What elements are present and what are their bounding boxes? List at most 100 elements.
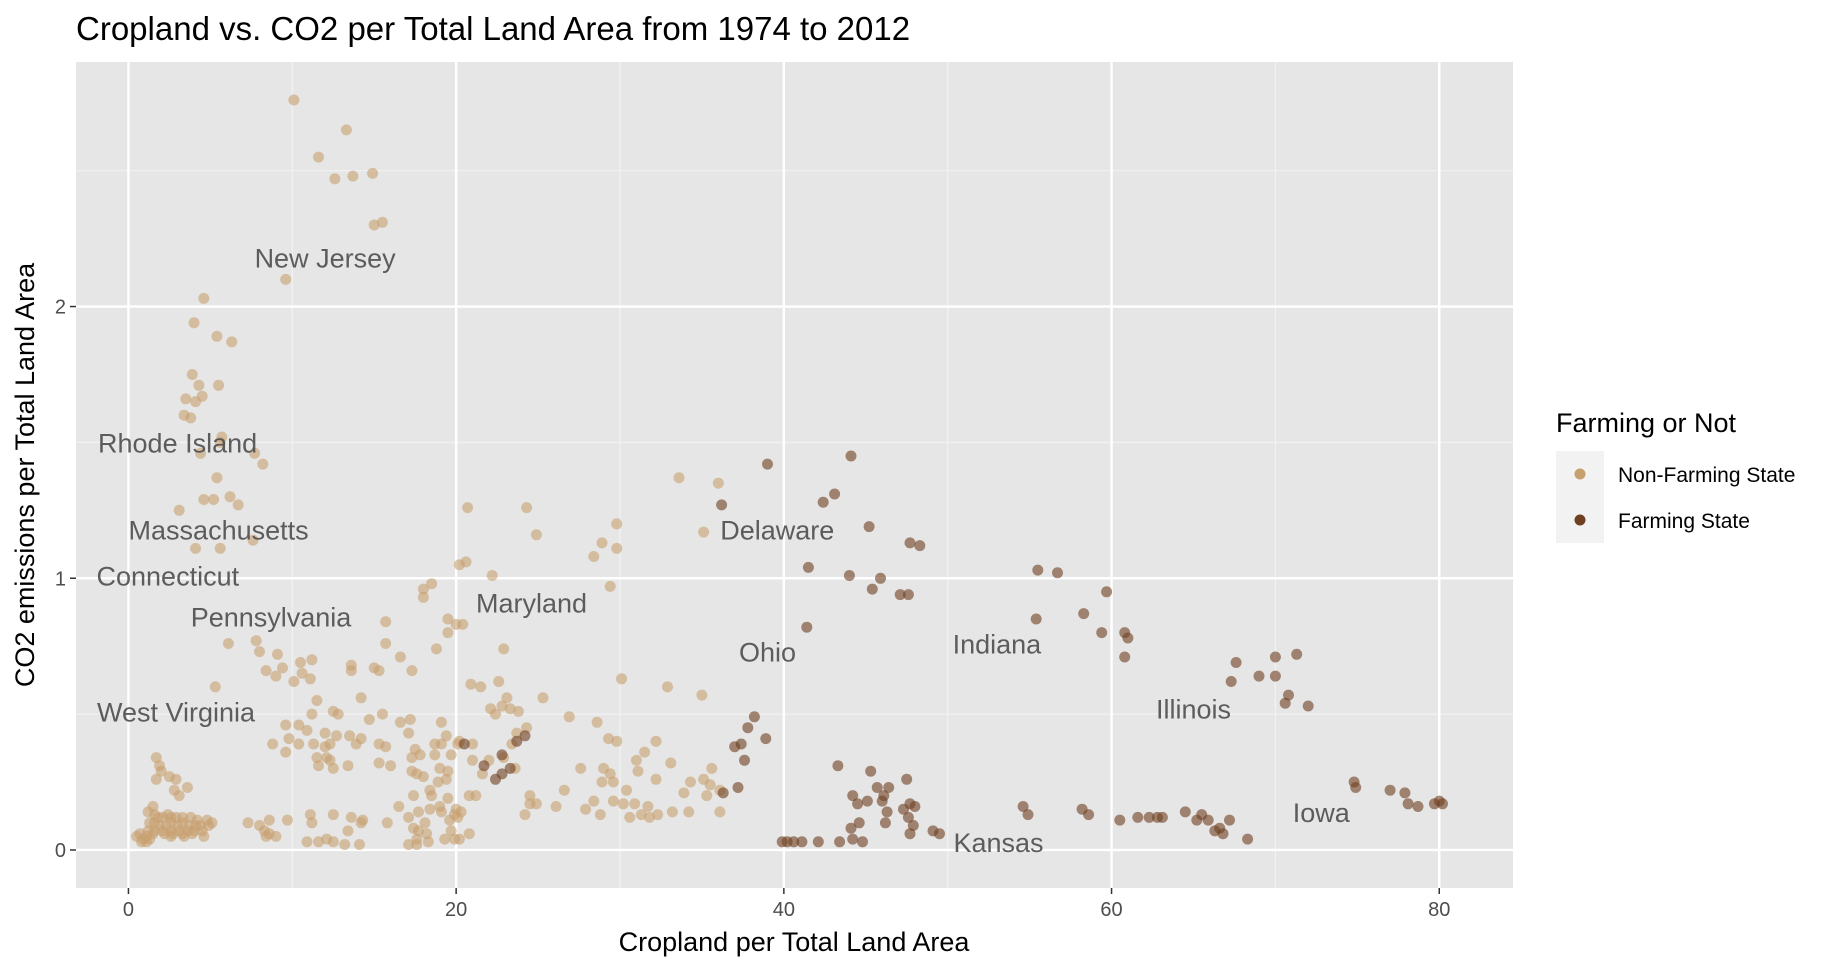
point-farming-state	[904, 537, 916, 549]
point-farming-state	[762, 458, 773, 470]
point-non-farming-state	[417, 771, 429, 783]
point-non-farming-state	[332, 708, 344, 720]
point-non-farming-state	[242, 817, 254, 829]
point-farming-state	[716, 499, 728, 511]
point-non-farming-state	[596, 776, 608, 788]
point-non-farming-state	[324, 738, 336, 750]
point-non-farming-state	[208, 494, 220, 505]
point-non-farming-state	[403, 727, 415, 739]
point-non-farming-state	[385, 760, 397, 772]
point-farming-state	[519, 730, 531, 742]
point-non-farming-state	[150, 773, 162, 785]
point-non-farming-state	[624, 811, 636, 823]
point-farming-state	[1384, 784, 1396, 796]
point-non-farming-state	[704, 779, 716, 791]
point-non-farming-state	[345, 665, 357, 677]
point-farming-state	[490, 773, 501, 785]
point-non-farming-state	[301, 724, 313, 736]
point-non-farming-state	[190, 396, 202, 408]
point-farming-state	[1078, 608, 1090, 620]
point-non-farming-state	[413, 806, 424, 818]
point-non-farming-state	[588, 795, 600, 807]
point-farming-state	[1224, 814, 1235, 826]
point-non-farming-state	[630, 754, 642, 766]
point-non-farming-state	[306, 654, 318, 666]
point-farming-state	[1217, 828, 1229, 840]
point-non-farming-state	[211, 330, 223, 342]
point-non-farming-state	[254, 646, 265, 658]
point-farming-state	[1230, 657, 1242, 668]
annotation-rhode-island: Rhode Island	[98, 428, 257, 458]
point-non-farming-state	[260, 830, 272, 842]
point-non-farming-state	[214, 542, 226, 554]
point-non-farming-state	[195, 447, 206, 459]
point-farming-state	[1191, 814, 1203, 826]
point-non-farming-state	[193, 379, 205, 391]
point-farming-state	[504, 762, 516, 774]
point-farming-state	[1119, 651, 1131, 663]
x-tick-label: 60	[1100, 899, 1122, 921]
point-non-farming-state	[617, 798, 629, 810]
point-non-farming-state	[380, 741, 392, 753]
point-non-farming-state	[188, 317, 200, 329]
annotation-illinois: Illinois	[1156, 695, 1231, 725]
point-non-farming-state	[344, 730, 356, 742]
point-non-farming-state	[277, 662, 288, 674]
point-non-farming-state	[439, 833, 451, 845]
y-axis-ticks: 0 1 2	[55, 297, 76, 862]
point-farming-state	[829, 488, 841, 500]
point-non-farming-state	[373, 757, 385, 769]
point-non-farming-state	[591, 716, 603, 728]
point-non-farming-state	[355, 817, 367, 829]
point-non-farming-state	[530, 529, 542, 541]
point-non-farming-state	[678, 787, 690, 799]
point-farming-state	[1279, 697, 1291, 709]
point-non-farming-state	[440, 773, 452, 785]
point-farming-state	[847, 790, 859, 802]
point-non-farming-state	[563, 711, 575, 723]
point-non-farming-state	[247, 534, 259, 546]
point-farming-state	[1143, 811, 1155, 823]
point-non-farming-state	[650, 735, 662, 747]
point-non-farming-state	[706, 762, 718, 774]
point-non-farming-state	[331, 730, 342, 742]
point-non-farming-state	[288, 676, 300, 687]
point-farming-state	[857, 836, 868, 848]
point-farming-state	[875, 572, 886, 584]
legend: Farming or Not Non-Farming State Farming…	[1556, 408, 1795, 543]
point-non-farming-state	[308, 738, 320, 750]
legend-key-bg	[1556, 451, 1604, 543]
annotation-iowa: Iowa	[1293, 798, 1351, 828]
point-non-farming-state	[211, 472, 223, 484]
point-non-farming-state	[347, 170, 359, 182]
point-non-farming-state	[327, 809, 339, 821]
point-non-farming-state	[550, 801, 562, 812]
point-farming-state	[496, 749, 508, 761]
point-non-farming-state	[178, 830, 190, 842]
point-non-farming-state	[524, 790, 536, 802]
point-farming-state	[1202, 814, 1214, 826]
point-non-farming-state	[411, 839, 423, 850]
point-non-farming-state	[632, 765, 644, 777]
point-non-farming-state	[519, 809, 531, 821]
annotation-kansas: Kansas	[953, 828, 1043, 858]
state-annotations: New Jersey Rhode Island Massachusetts Conne…	[97, 244, 1351, 858]
point-farming-state	[1022, 809, 1034, 821]
point-non-farming-state	[453, 559, 465, 571]
point-non-farming-state	[596, 537, 608, 549]
point-non-farming-state	[521, 502, 533, 514]
point-non-farming-state	[180, 393, 192, 405]
major-gridlines	[76, 62, 1513, 888]
point-non-farming-state	[280, 746, 292, 758]
y-tick-label: 1	[55, 568, 66, 590]
point-non-farming-state	[604, 580, 616, 592]
point-non-farming-state	[453, 833, 465, 845]
point-non-farming-state	[350, 738, 362, 750]
point-farming-state	[1269, 651, 1281, 663]
point-non-farming-state	[367, 167, 379, 179]
point-farming-state	[788, 836, 800, 848]
legend-key-farming	[1574, 514, 1586, 526]
point-non-farming-state	[486, 570, 498, 581]
point-farming-state	[1122, 632, 1134, 644]
point-farming-state	[881, 806, 893, 818]
